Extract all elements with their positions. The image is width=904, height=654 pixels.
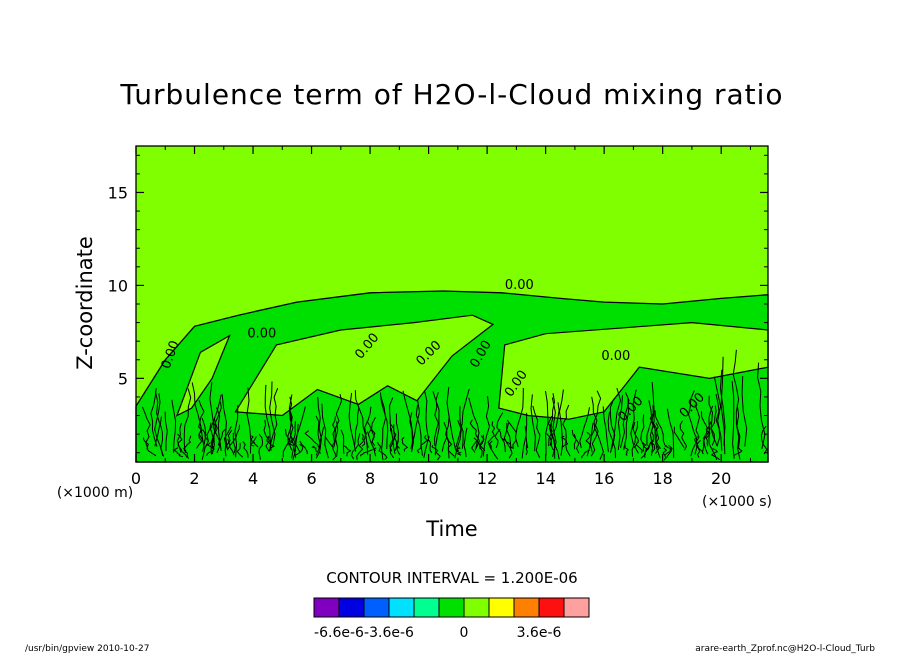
x-tick-label: 0 xyxy=(131,469,141,488)
x-tick-label: 16 xyxy=(594,469,614,488)
y-tick-label: 5 xyxy=(118,369,128,388)
contour-noise-lines xyxy=(141,349,768,461)
contour-lobe-2 xyxy=(234,314,495,417)
y-axis-label: Z-coordinate xyxy=(73,236,97,370)
y-axis-scale-note: (×1000 m) xyxy=(57,485,133,501)
x-tick-label: 6 xyxy=(306,469,316,488)
colorbar-swatch xyxy=(388,597,415,618)
y-tick-label: 10 xyxy=(108,276,128,295)
colorbar-swatch xyxy=(363,597,390,618)
colorbar: -6.6e-6 -3.6e-6 0 3.6e-6 xyxy=(313,597,590,641)
x-tick-label: 2 xyxy=(189,469,199,488)
colorbar-swatch xyxy=(438,597,465,618)
x-axis-label: Time xyxy=(425,517,477,541)
colorbar-swatch xyxy=(313,597,340,618)
footer-left: /usr/bin/gpview 2010-10-27 xyxy=(25,644,149,654)
plot-area: 0.000.00 0.00 0.00 0.000.000.000.000.00 0.00 xyxy=(135,146,769,463)
colorbar-swatch xyxy=(413,597,440,618)
colorbar-swatch xyxy=(563,597,590,618)
x-tick-label: 14 xyxy=(535,469,555,488)
contour-label: 0.00 xyxy=(247,326,276,341)
colorbar-label: 3.6e-6 xyxy=(517,625,562,641)
x-axis-scale-note: (×1000 s) xyxy=(702,494,772,510)
colorbar-swatch xyxy=(463,597,490,618)
colorbar-swatch xyxy=(488,597,515,618)
colorbar-label: -3.6e-6 xyxy=(364,625,414,641)
colorbar-swatch xyxy=(538,597,565,618)
x-tick-label: 12 xyxy=(477,469,497,488)
contour-interval-text: CONTOUR INTERVAL = 1.200E-06 xyxy=(326,569,577,587)
contour-label: 0.00 xyxy=(601,349,630,364)
x-tick-label: 10 xyxy=(418,469,438,488)
chart-title: Turbulence term of H2O-l-Cloud mixing ra… xyxy=(119,78,783,111)
contour-label: 0.00 xyxy=(505,278,534,293)
x-tick-label: 8 xyxy=(365,469,375,488)
colorbar-swatch xyxy=(338,597,365,618)
colorbar-label: 0 xyxy=(460,625,469,641)
x-tick-label: 4 xyxy=(248,469,258,488)
colorbar-swatch xyxy=(513,597,540,618)
axes: 0 2 4 6 8 10 12 14 16 18 20 5 10 15 xyxy=(108,145,769,488)
y-tick-label: 15 xyxy=(108,183,128,202)
footer-right: arare-earth_Zprof.nc@H2O-l-Cloud_Turb xyxy=(695,644,875,654)
x-tick-label: 20 xyxy=(711,469,731,488)
colorbar-label: -6.6e-6 xyxy=(314,625,364,641)
x-tick-label: 18 xyxy=(652,469,672,488)
